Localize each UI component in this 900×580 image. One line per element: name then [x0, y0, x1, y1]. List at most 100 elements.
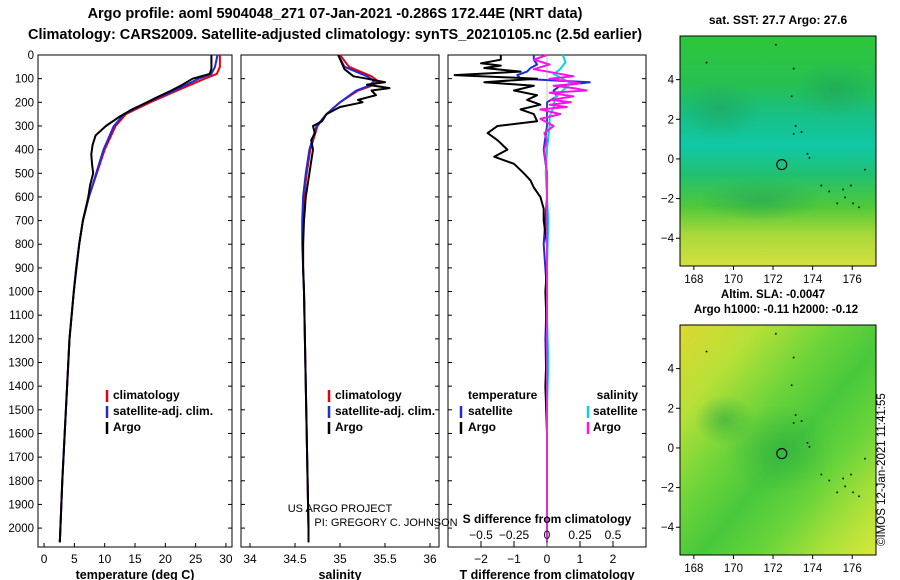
argo-position-marker — [776, 448, 788, 460]
island-speck — [705, 61, 708, 64]
salinity-axis-label: salinity — [318, 568, 361, 580]
legend-label: climatology — [113, 388, 180, 402]
island-speck — [828, 479, 831, 482]
island-speck — [864, 168, 866, 171]
depth-tick-label: 400 — [15, 145, 34, 157]
depth-tick-label: 1300 — [8, 358, 34, 370]
x-tick-label: 0 — [544, 552, 551, 566]
x-tick-label: 34.5 — [283, 552, 307, 566]
x-tick-label: 2 — [610, 552, 617, 566]
chart-title-line2: Climatology: CARS2009. Satellite-adjuste… — [27, 27, 643, 43]
island-speck — [844, 196, 846, 199]
map-x-tick-label: 174 — [803, 274, 823, 286]
island-speck — [820, 473, 823, 476]
island-speck — [808, 445, 811, 448]
map-y-tick-label: 4 — [668, 75, 675, 87]
x-tick-label: −2 — [474, 552, 488, 566]
map-x-tick-label: 170 — [724, 274, 743, 286]
island-speck — [806, 152, 809, 155]
legend-title-temperature: temperature — [468, 388, 538, 402]
x-tick-label: 25 — [189, 552, 203, 566]
map-x-tick-label: 172 — [763, 274, 782, 286]
depth-tick-label: 600 — [15, 192, 34, 204]
island-speck — [792, 133, 795, 135]
depth-tick-label: 1700 — [8, 452, 34, 464]
depth-tick-label: 1900 — [8, 499, 34, 511]
legend-label: Argo — [593, 420, 621, 434]
x2-tick-label: −0.5 — [469, 528, 493, 542]
island-speck — [850, 184, 852, 187]
island-speck — [775, 43, 777, 46]
legend-label: satellite — [593, 404, 638, 418]
x2-tick-label: −0.25 — [499, 528, 530, 542]
temperature-difference-axis-label: T difference from climatology — [459, 568, 634, 580]
map-y-tick-label: 2 — [668, 403, 674, 415]
temperature-panel: 0 5 10 15 20 25 30 climatology satellite-adj. c… — [37, 54, 233, 580]
salinity-panel: 34 34.5 35 35.5 36 climatology satellite-adj.… — [240, 54, 458, 580]
depth-tick-label: 1200 — [8, 334, 34, 346]
x-tick-label: 1 — [577, 552, 584, 566]
series-line-t-satellite — [516, 55, 591, 543]
map-y-tick-label: 0 — [668, 443, 674, 455]
timestamp-label: ©IMOS 12-Jan-2021 11:41:55 — [876, 393, 888, 546]
island-speck — [842, 188, 844, 191]
island-speck — [852, 491, 854, 494]
island-speck — [844, 485, 846, 488]
island-speck — [794, 414, 797, 416]
map-x-tick-label: 174 — [803, 563, 823, 575]
island-speck — [858, 206, 860, 209]
island-speck — [828, 190, 831, 193]
map-y-tick-label: 2 — [668, 114, 674, 126]
x2-tick-label: 0.5 — [605, 528, 622, 542]
sla-map-title: Altim. SLA: -0.0047 — [721, 289, 825, 301]
map-x-tick-label: 176 — [843, 563, 862, 575]
salinity-legend: climatology satellite-adj. clim. Argo — [327, 388, 435, 434]
map-x-tick-label: 168 — [684, 274, 703, 286]
depth-tick-label: 1500 — [8, 405, 34, 417]
depth-tick-label: 1400 — [8, 381, 34, 393]
island-speck — [850, 473, 852, 476]
series-line-climatology — [58, 55, 221, 543]
island-speck — [790, 95, 793, 98]
depth-tick-label: 1800 — [8, 476, 34, 488]
x-tick-label: 20 — [159, 552, 173, 566]
series-line-argo — [58, 55, 213, 543]
island-speck — [864, 457, 866, 460]
legend-label: Argo — [468, 420, 496, 434]
depth-tick-label: 1600 — [8, 428, 34, 440]
difference-legend: temperature salinity satellite Argo satellit… — [459, 388, 638, 434]
x-tick-label: 36 — [423, 552, 437, 566]
map-x-tick-label: 168 — [684, 563, 703, 575]
island-speck — [792, 67, 795, 70]
series-line-s-argo — [532, 54, 588, 543]
island-speck — [820, 184, 823, 187]
map-x-tick-label: 170 — [724, 563, 743, 575]
legend-label: Argo — [335, 420, 363, 434]
map-y-tick-label: 0 — [668, 154, 674, 166]
island-speck — [808, 156, 811, 159]
x-tick-label: 0 — [41, 552, 48, 566]
chart-title-line1: Argo profile: aoml 5904048_271 07-Jan-20… — [87, 6, 583, 22]
legend-label: satellite-adj. clim. — [335, 404, 435, 418]
series-line-argo — [302, 54, 391, 543]
temperature-legend: climatology satellite-adj. clim. Argo — [105, 388, 213, 434]
depth-tick-label: 1100 — [9, 310, 34, 322]
series-line-t-argo — [453, 55, 548, 543]
x-tick-label: 10 — [98, 552, 112, 566]
island-speck — [858, 495, 860, 498]
depth-tick-label: 800 — [15, 239, 34, 251]
series-line-satellite-adj-clim- — [58, 54, 219, 543]
depth-tick-label: 900 — [15, 263, 34, 275]
sla-map-subtitle: Argo h1000: -0.11 h2000: -0.12 — [694, 304, 858, 316]
argo-position-marker — [776, 159, 788, 171]
depth-tick-label: 2000 — [8, 523, 34, 535]
island-speck — [705, 350, 708, 353]
x-tick-label: 30 — [219, 552, 233, 566]
x-tick-label: 34 — [243, 552, 257, 566]
depth-tick-label: 700 — [15, 216, 34, 228]
x-tick-label: 35 — [333, 552, 347, 566]
temperature-axis-label: temperature (deg C) — [76, 568, 195, 580]
x-tick-label: −1 — [507, 552, 521, 566]
map-y-tick-label: −4 — [661, 233, 675, 245]
